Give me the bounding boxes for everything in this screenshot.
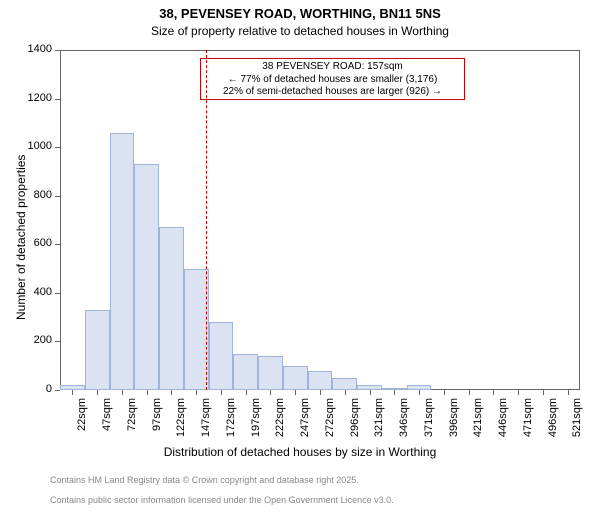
x-tick-label: 122sqm xyxy=(175,398,187,437)
y-tick-label: 1400 xyxy=(28,43,52,55)
x-tick-label: 197sqm xyxy=(250,398,262,437)
histogram-bar xyxy=(85,310,110,390)
x-tick-mark xyxy=(97,390,98,395)
x-tick-label: 72sqm xyxy=(126,398,138,431)
x-tick-label: 296sqm xyxy=(349,398,361,437)
x-tick-label: 321sqm xyxy=(374,398,386,437)
x-tick-label: 521sqm xyxy=(572,398,584,437)
y-tick-mark xyxy=(55,244,60,245)
histogram-bar xyxy=(159,227,184,390)
x-tick-label: 371sqm xyxy=(423,398,435,437)
footer-text: Contains HM Land Registry data © Crown c… xyxy=(50,465,394,515)
x-tick-label: 396sqm xyxy=(448,398,460,437)
x-tick-mark xyxy=(394,390,395,395)
x-tick-mark xyxy=(221,390,222,395)
y-tick-label: 800 xyxy=(34,189,52,201)
x-tick-label: 272sqm xyxy=(324,398,336,437)
annotation-line3: 22% of semi-detached houses are larger (… xyxy=(205,86,460,99)
x-tick-label: 471sqm xyxy=(522,398,534,437)
annotation-box: 38 PEVENSEY ROAD: 157sqm ← 77% of detach… xyxy=(200,58,465,100)
x-tick-label: 247sqm xyxy=(299,398,311,437)
x-tick-mark xyxy=(370,390,371,395)
histogram-bar xyxy=(184,269,209,390)
x-tick-mark xyxy=(543,390,544,395)
x-tick-label: 446sqm xyxy=(497,398,509,437)
y-tick-mark xyxy=(55,390,60,391)
x-tick-mark xyxy=(295,390,296,395)
y-tick-label: 1200 xyxy=(28,92,52,104)
histogram-bar xyxy=(209,322,234,390)
histogram-bar xyxy=(308,371,333,390)
histogram-bar xyxy=(134,164,159,390)
y-tick-label: 1000 xyxy=(28,140,52,152)
x-tick-mark xyxy=(568,390,569,395)
x-tick-label: 346sqm xyxy=(398,398,410,437)
y-tick-mark xyxy=(55,99,60,100)
chart-subtitle: Size of property relative to detached ho… xyxy=(0,24,600,38)
x-tick-label: 222sqm xyxy=(274,398,286,437)
x-tick-mark xyxy=(147,390,148,395)
y-axis-label: Number of detached properties xyxy=(14,155,28,320)
x-tick-label: 147sqm xyxy=(200,398,212,437)
x-tick-label: 22sqm xyxy=(76,398,88,431)
x-tick-mark xyxy=(270,390,271,395)
x-tick-mark xyxy=(320,390,321,395)
x-tick-mark xyxy=(246,390,247,395)
x-tick-label: 421sqm xyxy=(473,398,485,437)
y-tick-mark xyxy=(55,341,60,342)
histogram-bar xyxy=(332,378,357,390)
x-tick-mark xyxy=(518,390,519,395)
x-tick-mark xyxy=(469,390,470,395)
histogram-bar xyxy=(283,366,308,390)
x-tick-mark xyxy=(171,390,172,395)
footer-line2: Contains public sector information licen… xyxy=(50,495,394,505)
histogram-bar xyxy=(258,356,283,390)
y-tick-label: 200 xyxy=(34,334,52,346)
y-tick-mark xyxy=(55,147,60,148)
y-tick-mark xyxy=(55,50,60,51)
y-tick-mark xyxy=(55,196,60,197)
annotation-line1: 38 PEVENSEY ROAD: 157sqm xyxy=(205,61,460,74)
x-tick-mark xyxy=(72,390,73,395)
y-tick-mark xyxy=(55,293,60,294)
x-tick-label: 496sqm xyxy=(547,398,559,437)
histogram-bar xyxy=(110,133,135,390)
x-tick-label: 97sqm xyxy=(151,398,163,431)
x-tick-label: 172sqm xyxy=(225,398,237,437)
x-axis-label: Distribution of detached houses by size … xyxy=(0,445,600,459)
annotation-line2: ← 77% of detached houses are smaller (3,… xyxy=(205,74,460,87)
x-tick-mark xyxy=(345,390,346,395)
x-tick-mark xyxy=(444,390,445,395)
footer-line1: Contains HM Land Registry data © Crown c… xyxy=(50,475,394,485)
y-tick-label: 400 xyxy=(34,286,52,298)
chart-container: { "chart": { "type": "histogram", "title… xyxy=(0,0,600,500)
x-tick-mark xyxy=(419,390,420,395)
y-tick-label: 0 xyxy=(46,383,52,395)
x-tick-mark xyxy=(196,390,197,395)
x-tick-mark xyxy=(122,390,123,395)
histogram-bar xyxy=(233,354,258,390)
reference-line xyxy=(206,50,207,390)
x-tick-mark xyxy=(493,390,494,395)
chart-title: 38, PEVENSEY ROAD, WORTHING, BN11 5NS xyxy=(0,6,600,21)
x-tick-label: 47sqm xyxy=(101,398,113,431)
y-tick-label: 600 xyxy=(34,237,52,249)
